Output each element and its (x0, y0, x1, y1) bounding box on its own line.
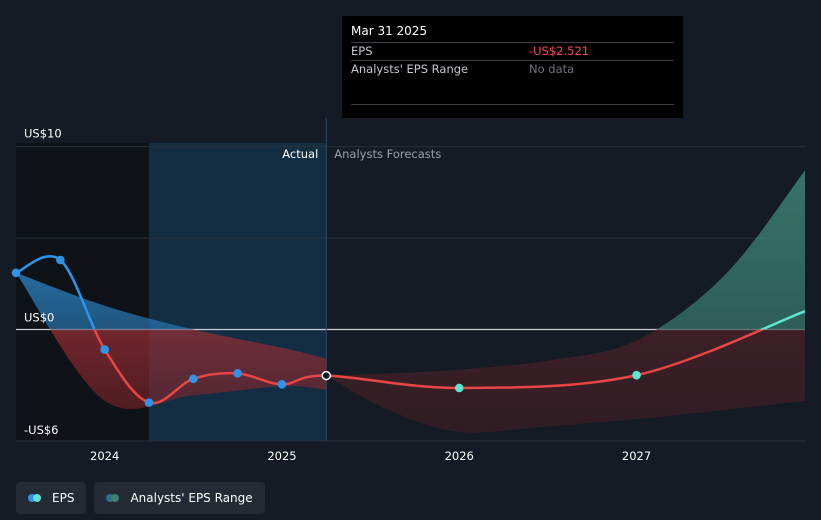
tooltip-row-eps: EPS -US$2.521 (351, 42, 674, 60)
eps-swatch-icon (28, 494, 44, 502)
eps-point-8 (454, 383, 464, 393)
actual-label: Actual (282, 147, 318, 161)
eps-chart: US$10 US$0 -US$6 2024 2025 2026 2027 Actual A… (11, 118, 806, 463)
eps-lines (15, 255, 806, 405)
forecast-label: Analysts Forecasts (334, 147, 441, 161)
y-tick-label-1: US$0 (24, 310, 54, 324)
eps-point-0 (11, 268, 21, 278)
legend: EPS Analysts' EPS Range (16, 482, 265, 514)
eps-point-5 (233, 369, 242, 378)
legend-eps-label: EPS (52, 491, 75, 505)
y-tick-label-2: -US$6 (24, 423, 59, 437)
tooltip-range-label: Analysts' EPS Range (351, 62, 469, 76)
tooltip-date: Mar 31 2025 (351, 24, 428, 38)
eps-line-negative (93, 329, 766, 405)
forecast-range-band-positive (656, 170, 805, 330)
eps-point-6 (277, 380, 287, 389)
eps-point-2 (100, 345, 109, 354)
x-axis-labels: 2024 2025 2026 2027 (90, 449, 651, 463)
forecast-range-band-negative (326, 329, 805, 433)
analyst-range-bands (16, 170, 805, 433)
y-tick-label-0: US$10 (24, 127, 62, 141)
x-tick-label-1: 2025 (267, 449, 296, 463)
past-range-band-positive (16, 272, 194, 330)
legend-eps[interactable]: EPS (16, 482, 87, 514)
eps-line-negative-group (93, 329, 766, 405)
range-swatch-icon (106, 494, 122, 502)
eps-points (11, 255, 641, 407)
tooltip-eps-value: -US$2.521 (529, 44, 590, 58)
tooltip-range-value: No data (529, 62, 575, 76)
tooltip-divider (351, 104, 674, 105)
tooltip-eps-label: EPS (351, 44, 373, 58)
x-tick-label-0: 2024 (90, 449, 119, 463)
eps-point-3 (144, 398, 154, 407)
legend-eps-range[interactable]: Analysts' EPS Range (94, 482, 265, 514)
eps-point-9 (632, 370, 641, 380)
eps-point-1 (56, 255, 65, 265)
x-tick-label-2: 2026 (445, 449, 474, 463)
y-axis-labels: US$10 US$0 -US$6 (24, 127, 62, 437)
tooltip-row-range: Analysts' EPS Range No data (351, 60, 674, 78)
eps-point-4 (189, 374, 198, 384)
legend-range-label: Analysts' EPS Range (130, 491, 253, 505)
eps-point-7 (321, 370, 332, 381)
past-range-band-negative (50, 329, 327, 410)
x-tick-label-3: 2027 (622, 449, 651, 463)
hover-tooltip: Mar 31 2025 EPS -US$2.521 Analysts' EPS … (342, 16, 683, 118)
